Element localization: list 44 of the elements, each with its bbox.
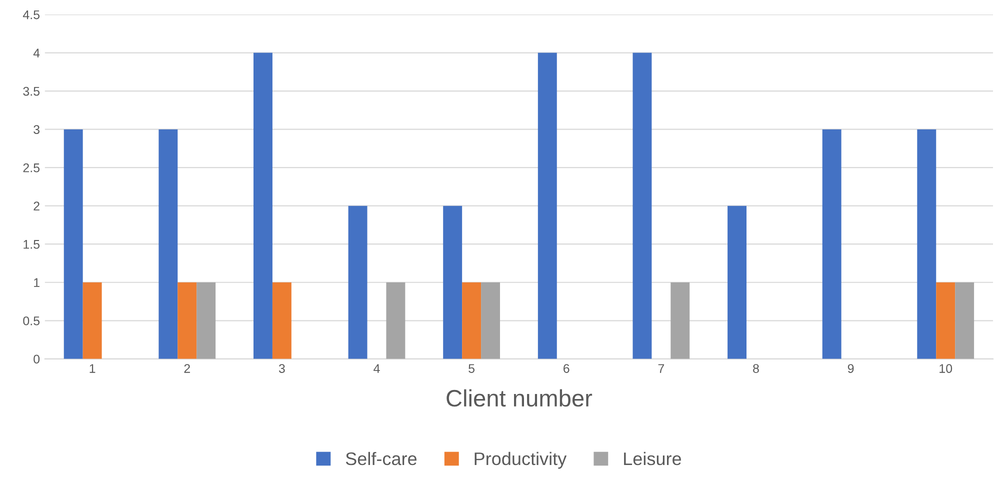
y-tick-label: 3	[34, 125, 40, 134]
bar	[632, 52, 652, 359]
bar	[64, 129, 83, 359]
x-tick-label: 5	[468, 364, 475, 373]
x-tick-label: 8	[753, 364, 759, 373]
bar	[462, 282, 482, 359]
bar	[481, 282, 500, 359]
x-tick-label: 10	[940, 364, 952, 373]
y-tick-label: 0.5	[23, 316, 40, 326]
x-tick-label: 6	[564, 364, 570, 373]
y-tick-label: 4.5	[22, 10, 40, 20]
bar	[348, 206, 368, 359]
bar	[272, 282, 292, 359]
bar	[670, 282, 690, 359]
bar	[386, 282, 406, 359]
bar	[443, 206, 462, 359]
bar	[822, 129, 842, 359]
y-tick-label: 2.5	[23, 163, 40, 172]
x-tick-label: 3	[278, 364, 285, 373]
x-axis-title: Client number	[446, 389, 592, 407]
bar	[178, 282, 197, 359]
y-tick-label: 1	[34, 278, 40, 287]
bar	[955, 282, 974, 359]
bar	[82, 282, 102, 359]
x-tick-label: 7	[658, 364, 664, 373]
bar	[728, 206, 747, 359]
legend-label: Productivity	[474, 452, 567, 469]
x-tick-label: 1	[90, 364, 96, 373]
legend-label: Leisure	[624, 452, 682, 466]
bar	[538, 52, 557, 359]
x-tick-label: 2	[184, 364, 190, 373]
legend-label: Self-care	[346, 452, 417, 466]
x-tick-label: 4	[374, 364, 380, 373]
bar	[253, 52, 272, 359]
y-tick-label: 0	[34, 354, 40, 364]
y-tick-label: 3.5	[23, 86, 40, 96]
bar	[936, 282, 956, 359]
y-tick-label: 2	[34, 202, 40, 210]
y-tick-label: 4	[33, 48, 40, 58]
x-tick-label: 9	[848, 364, 854, 373]
y-tick-label: 1.5	[24, 240, 40, 249]
bar	[196, 282, 216, 359]
bar	[917, 129, 936, 359]
bar	[158, 129, 178, 359]
